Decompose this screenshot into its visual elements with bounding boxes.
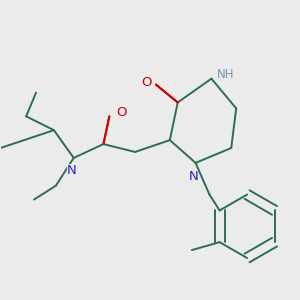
Text: N: N (67, 164, 76, 177)
Text: O: O (141, 76, 151, 89)
Text: O: O (116, 106, 127, 119)
Text: NH: NH (217, 68, 234, 81)
Text: N: N (189, 170, 199, 183)
